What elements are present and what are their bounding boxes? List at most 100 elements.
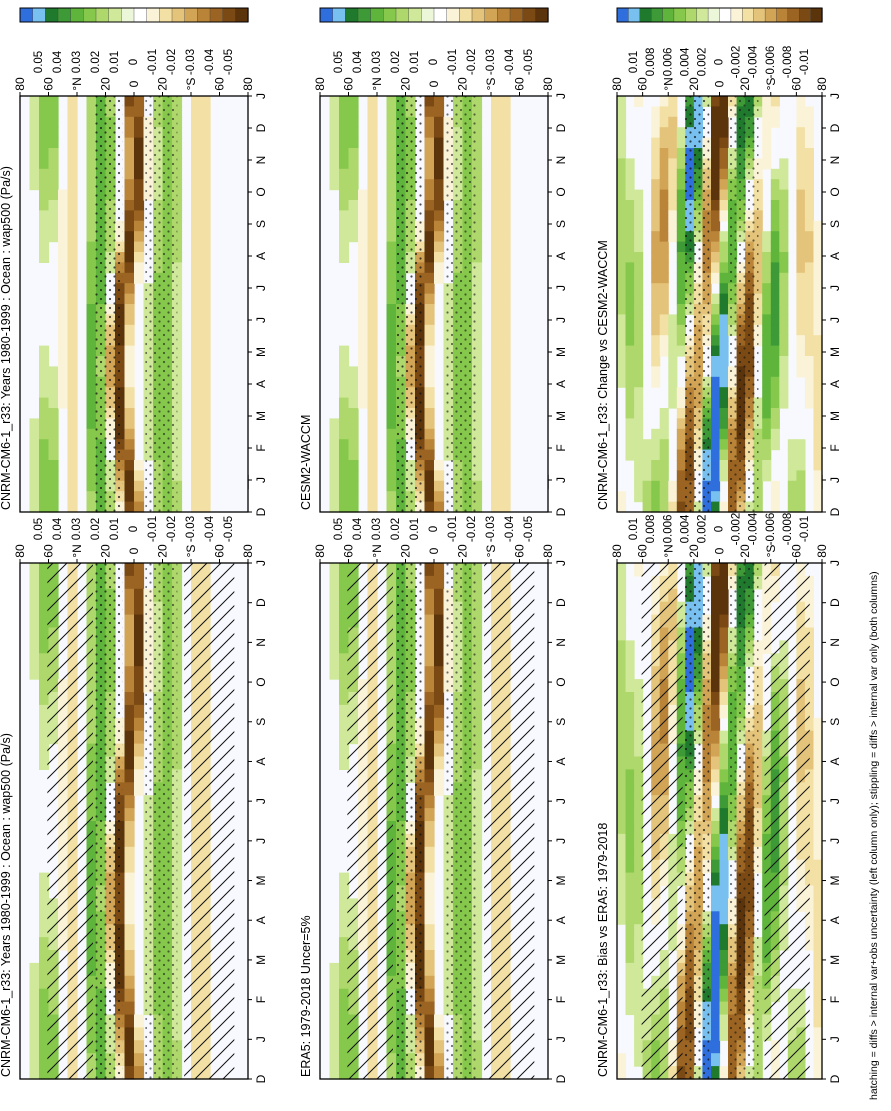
heatmap-cell: [191, 179, 202, 191]
heatmap-cell: [491, 262, 502, 274]
heatmap-cell: [659, 116, 669, 128]
heatmap-cell: [124, 262, 135, 274]
heatmap-cell: [500, 252, 511, 263]
heatmap-cell: [358, 366, 369, 378]
heatmap-cell: [625, 730, 635, 745]
heatmap-cell: [386, 449, 397, 461]
heatmap-cell: [329, 96, 340, 107]
colorbar-label: -0.02: [166, 516, 178, 542]
lat-tick-label: 60: [213, 77, 227, 91]
heatmap-cell: [200, 345, 211, 357]
heatmap-cell: [625, 756, 635, 770]
lat-tick-label: 0: [713, 547, 727, 554]
heatmap-cell: [617, 821, 627, 835]
heatmap-cell: [617, 127, 627, 139]
heatmap-cell: [779, 293, 789, 305]
heatmap-cell: [796, 200, 806, 211]
heatmap-cell: [668, 210, 678, 222]
heatmap-cell: [642, 501, 652, 513]
heatmap-cell: [58, 200, 69, 211]
heatmap-cell: [386, 491, 397, 503]
heatmap-cell: [434, 148, 445, 159]
heatmap-cell: [617, 283, 627, 295]
colorbar-label: -0.006: [765, 513, 777, 546]
heatmap-cell: [659, 137, 669, 149]
heatmap-cell: [124, 428, 135, 440]
heatmap-cell: [651, 491, 661, 503]
month-tick-label: N: [828, 156, 842, 165]
heatmap-cell: [67, 241, 78, 253]
hatching-overlay: [484, 563, 535, 1079]
heatmap-cell: [711, 692, 721, 706]
heatmap-cell: [191, 158, 202, 170]
heatmap-cell: [762, 324, 772, 336]
heatmap-cell: [386, 158, 397, 170]
heatmap-cell: [668, 501, 678, 513]
heatmap-cell: [625, 743, 635, 758]
heatmap-cell: [668, 158, 678, 170]
heatmap-cell: [779, 200, 789, 211]
colorbar-label: 0: [128, 59, 140, 65]
heatmap-cell: [617, 653, 627, 667]
heatmap-cell: [676, 200, 686, 211]
heatmap-cell: [813, 1001, 823, 1016]
heatmap-cell: [762, 262, 772, 274]
colorbar-segment: [57, 7, 72, 23]
heatmap-cell: [491, 439, 502, 451]
heatmap-cell: [424, 418, 435, 430]
heatmap-cell: [67, 106, 78, 118]
heatmap-cell: [625, 272, 635, 284]
heatmap-cell: [39, 127, 50, 139]
heatmap-cell: [651, 480, 661, 492]
heatmap-cell: [339, 179, 350, 191]
colorbar-segment: [159, 7, 173, 23]
heatmap-cell: [500, 137, 511, 149]
heatmap-cell: [651, 116, 661, 128]
heatmap-cell: [367, 210, 378, 222]
heatmap-cell: [348, 491, 359, 503]
month-tick-label: M: [554, 411, 568, 421]
heatmap-cell: [491, 220, 502, 232]
heatmap-cell: [339, 601, 350, 616]
heatmap-cell: [367, 408, 378, 419]
heatmap-cell: [200, 324, 211, 336]
colorbar-segment: [522, 7, 537, 23]
heatmap-cell: [719, 1014, 729, 1028]
heatmap-cell: [651, 272, 661, 284]
heatmap-cell: [124, 356, 135, 367]
heatmap-cell: [386, 470, 397, 482]
heatmap-cell: [124, 704, 135, 719]
heatmap-cell: [779, 252, 789, 263]
heatmap-cell: [124, 460, 135, 471]
heatmap-cell: [762, 116, 772, 128]
heatmap-cell: [124, 314, 135, 326]
heatmap-cell: [719, 137, 729, 149]
heatmap-cell: [796, 314, 806, 326]
heatmap-cell: [617, 846, 627, 861]
heatmap-cell: [500, 116, 511, 128]
heatmap-cell: [770, 408, 780, 419]
heatmap-cell: [719, 962, 729, 977]
heatmap-cell: [39, 911, 50, 925]
heatmap-cell: [625, 1001, 635, 1016]
colorbar-segment: [332, 7, 347, 23]
heatmap-cell: [386, 262, 397, 274]
heatmap-cell: [124, 614, 135, 629]
colorbar-segment: [133, 7, 148, 23]
colorbar-label: -0.01: [147, 516, 159, 542]
heatmap-cell: [491, 293, 502, 305]
heatmap-cell: [779, 387, 789, 399]
heatmap-cell: [491, 324, 502, 336]
heatmap-cell: [804, 127, 814, 139]
heatmap-cell: [424, 428, 435, 440]
heatmap-cell: [634, 808, 644, 822]
heatmap-cell: [711, 428, 721, 440]
heatmap-cell: [625, 666, 635, 680]
heatmap-cell: [762, 304, 772, 315]
heatmap-cell: [711, 200, 721, 211]
heatmap-cell: [124, 439, 135, 451]
heatmap-cell: [711, 1040, 721, 1054]
heatmap-cell: [86, 272, 97, 284]
heatmap-cell: [86, 262, 97, 274]
heatmap-cell: [676, 397, 686, 409]
